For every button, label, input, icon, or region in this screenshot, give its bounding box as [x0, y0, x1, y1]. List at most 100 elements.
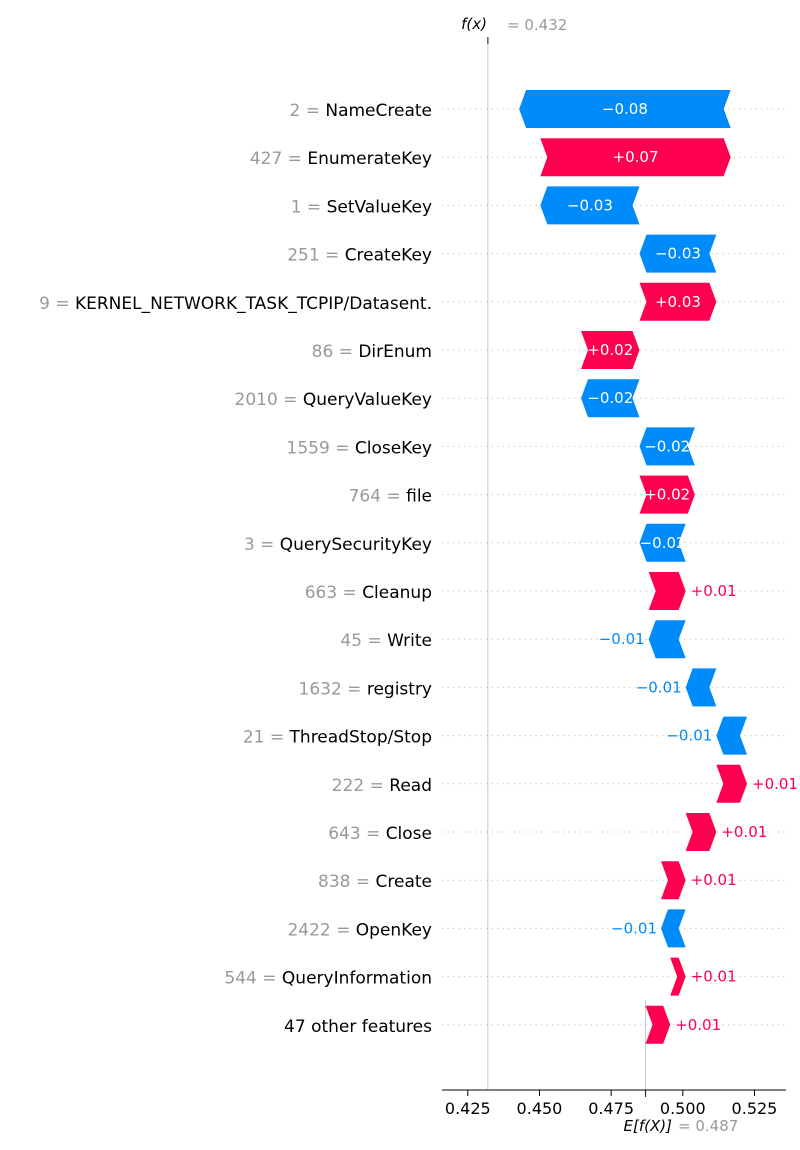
fx-annotation: f(x) = 0.432 — [461, 15, 567, 34]
bar-value-label: +0.01 — [691, 871, 737, 889]
feature-name: SetValueKey — [327, 197, 432, 217]
feature-name: QueryValueKey — [303, 390, 432, 410]
feature-label: 663 = Cleanup — [305, 583, 432, 603]
positive-bar — [661, 861, 686, 900]
feature-label: 2422 = OpenKey — [287, 920, 432, 940]
feature-label: 3 = QuerySecurityKey — [244, 535, 432, 555]
feature-value: 544 = — [224, 969, 282, 989]
feature-name: KERNEL_NETWORK_TASK_TCPIP/Datasent. — [75, 294, 432, 314]
feature-value: 9 = — [39, 294, 75, 314]
x-tick-label: 0.525 — [732, 1099, 778, 1118]
base-value-annotation: E[f(X)] = 0.487 — [624, 1117, 739, 1135]
bar-value-label: +0.01 — [675, 1016, 721, 1034]
fx-label: f(x) — [461, 15, 487, 33]
bar-value-label: −0.01 — [611, 919, 657, 937]
positive-bar — [716, 764, 748, 803]
feature-value: 2422 = — [287, 920, 355, 940]
bar-value-label: +0.01 — [691, 582, 737, 600]
feature-label: 21 = ThreadStop/Stop — [243, 728, 432, 748]
bar-value-label: +0.01 — [752, 775, 798, 793]
feature-value: 2010 = — [235, 390, 303, 410]
feature-label: 764 = file — [349, 487, 432, 507]
base-value-label: E[f(X)] — [624, 1117, 673, 1135]
negative-bar — [685, 668, 717, 707]
feature-value: 21 = — [243, 728, 290, 748]
feature-label: 838 = Create — [318, 872, 432, 892]
negative-bar — [639, 234, 717, 273]
bar-value-label: +0.02 — [587, 341, 633, 359]
feature-name: registry — [367, 679, 432, 699]
feature-value: 2 = — [289, 101, 325, 121]
x-tick-label: 0.475 — [588, 1099, 634, 1118]
bar-value-label: −0.01 — [599, 630, 645, 648]
feature-value: 643 = — [328, 824, 386, 844]
negative-bar — [639, 427, 695, 466]
fx-value: = 0.432 — [507, 16, 567, 34]
positive-bar — [670, 957, 686, 996]
feature-value: 3 = — [244, 535, 280, 555]
positive-bar — [639, 475, 695, 514]
feature-name: QuerySecurityKey — [280, 535, 432, 555]
bar-value-label: −0.08 — [602, 100, 648, 118]
x-tick-label: 0.500 — [660, 1099, 706, 1118]
bar-value-label: +0.07 — [613, 148, 659, 166]
bar-value-label: −0.02 — [587, 389, 633, 407]
bar-value-label: +0.02 — [644, 486, 690, 504]
feature-name: 47 other features — [284, 1017, 432, 1037]
x-tick-label: 0.450 — [517, 1099, 563, 1118]
feature-label: 47 other features — [284, 1017, 432, 1037]
feature-name: Read — [389, 776, 432, 796]
feature-value: 1559 = — [287, 438, 355, 458]
bar-value-label: +0.01 — [721, 823, 767, 841]
feature-name: Cleanup — [362, 583, 432, 603]
bar-value-label: −0.03 — [567, 196, 613, 214]
positive-bar — [581, 331, 640, 369]
feature-value: 1 = — [291, 197, 327, 217]
base-value: = 0.487 — [678, 1117, 738, 1135]
feature-label: 1559 = CloseKey — [287, 438, 432, 458]
negative-bar — [648, 620, 686, 659]
bar-value-label: −0.03 — [655, 245, 701, 263]
feature-name: file — [406, 487, 432, 507]
feature-label: 544 = QueryInformation — [224, 969, 432, 989]
feature-value: 86 = — [312, 342, 359, 362]
feature-name: EnumerateKey — [307, 149, 432, 169]
feature-value: 838 = — [318, 872, 376, 892]
positive-bar — [540, 138, 731, 177]
bars-layer: −0.08 +0.07 −0.03 −0.03 +0.03 +0.02 −0.02 −0.02… — [519, 90, 798, 1044]
bar-value-label: −0.02 — [640, 534, 686, 552]
bar-value-label: +0.01 — [691, 968, 737, 986]
feature-name: OpenKey — [356, 920, 432, 940]
feature-label: 222 = Read — [332, 776, 432, 796]
feature-name: NameCreate — [325, 101, 432, 121]
feature-label: 9 = KERNEL_NETWORK_TASK_TCPIP/Datasent. — [39, 294, 432, 314]
feature-value: 222 = — [332, 776, 390, 796]
negative-bar — [639, 523, 686, 562]
feature-label: 251 = CreateKey — [287, 246, 432, 266]
feature-label: 2010 = QueryValueKey — [235, 390, 433, 410]
feature-value: 251 = — [287, 246, 345, 266]
feature-value: 764 = — [349, 487, 407, 507]
positive-bar — [648, 572, 686, 610]
feature-label: 1632 = registry — [299, 679, 433, 699]
negative-bar — [540, 186, 640, 225]
feature-name: DirEnum — [358, 342, 432, 362]
feature-name: QueryInformation — [282, 969, 432, 989]
feature-name: Create — [376, 872, 433, 892]
bar-value-label: −0.01 — [666, 727, 712, 745]
positive-bar — [645, 1005, 671, 1044]
feature-label: 1 = SetValueKey — [291, 197, 432, 217]
negative-bar — [716, 716, 748, 755]
feature-name: ThreadStop/Stop — [289, 728, 432, 748]
feature-name: Write — [387, 631, 432, 651]
bar-value-label: +0.03 — [655, 293, 701, 311]
positive-bar — [639, 282, 717, 321]
bar-value-label: −0.01 — [636, 678, 682, 696]
x-tick-label: 0.425 — [445, 1099, 491, 1118]
feature-labels-layer: 2 = NameCreate 427 = EnumerateKey 1 = SetV… — [39, 101, 432, 1037]
feature-value: 427 = — [250, 149, 308, 169]
feature-label: 643 = Close — [328, 824, 432, 844]
feature-name: CloseKey — [355, 438, 432, 458]
feature-name: Close — [386, 824, 432, 844]
positive-bar — [685, 813, 717, 851]
